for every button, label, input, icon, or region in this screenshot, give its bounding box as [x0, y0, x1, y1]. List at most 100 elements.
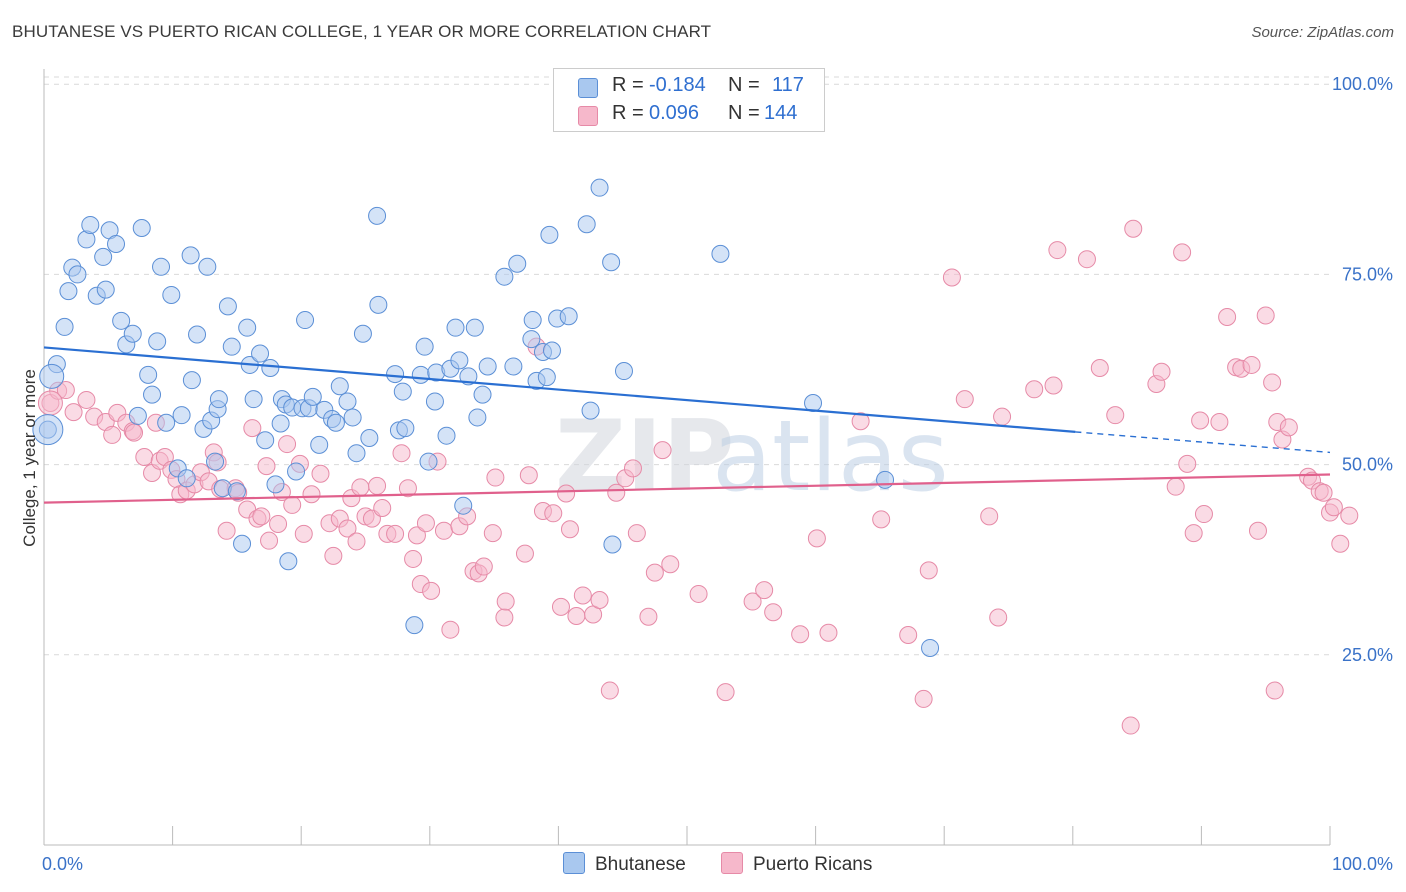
point-bhutanese: [419, 452, 438, 471]
point-puerto-ricans: [627, 524, 646, 543]
point-puerto-ricans: [1077, 250, 1096, 269]
point-bhutanese: [162, 285, 181, 304]
point-bhutanese: [411, 365, 430, 384]
point-bhutanese: [468, 408, 487, 427]
point-bhutanese: [310, 435, 329, 454]
point-puerto-ricans: [386, 524, 405, 543]
legend-n-label: N =: [728, 102, 760, 124]
bottom-legend-label-puerto-ricans: Puerto Ricans: [753, 854, 873, 875]
point-puerto-ricans: [989, 608, 1008, 627]
legend-n-label: N =: [728, 74, 760, 96]
grid-lines: [44, 76, 1330, 656]
point-puerto-ricans: [1106, 406, 1125, 425]
point-bhutanese: [182, 371, 201, 390]
point-bhutanese: [68, 265, 87, 284]
point-bhutanese: [303, 387, 322, 406]
point-bhutanese: [177, 469, 196, 488]
point-bhutanese: [55, 317, 74, 336]
point-bhutanese: [614, 362, 633, 381]
point-bhutanese: [495, 267, 514, 286]
x-tick-label: 0.0%: [42, 854, 83, 874]
point-puerto-ricans: [661, 555, 680, 574]
point-puerto-ricans: [422, 581, 441, 600]
point-bhutanese: [206, 452, 225, 471]
point-puerto-ricans: [1210, 413, 1229, 432]
point-puerto-ricans: [551, 597, 570, 616]
point-bhutanese: [287, 462, 306, 481]
point-bhutanese: [473, 385, 492, 404]
point-puerto-ricans: [1184, 524, 1203, 543]
point-bhutanese: [360, 428, 379, 447]
point-puerto-ricans: [135, 448, 154, 466]
point-puerto-ricans: [819, 623, 838, 642]
point-puerto-ricans-large: [37, 390, 63, 416]
point-puerto-ricans: [1248, 521, 1267, 540]
point-bhutanese: [478, 357, 497, 376]
point-puerto-ricans: [1152, 362, 1171, 381]
point-bhutanese: [107, 234, 126, 253]
point-puerto-ricans: [645, 563, 664, 582]
point-puerto-ricans: [257, 457, 276, 476]
point-bhutanese: [209, 390, 228, 409]
bottom-legend-bhutanese: Bhutanese: [563, 852, 686, 876]
point-bhutanese: [711, 244, 730, 263]
legend-r-value-puerto-ricans: 0.096: [649, 102, 700, 124]
point-bhutanese: [198, 257, 217, 276]
point-bhutanese: [233, 534, 252, 553]
point-puerto-ricans: [351, 478, 370, 497]
y-axis-label: College, 1 year or more: [20, 369, 39, 547]
point-bhutanese: [330, 377, 349, 396]
point-puerto-ricans: [260, 531, 279, 550]
point-puerto-ricans: [1191, 411, 1210, 430]
y-tick-label: 75.0%: [1342, 264, 1393, 284]
point-bhutanese: [271, 414, 290, 433]
point-bhutanese: [152, 257, 171, 276]
point-puerto-ricans: [807, 529, 826, 548]
point-puerto-ricans: [764, 603, 783, 622]
point-puerto-ricans: [557, 484, 576, 503]
point-puerto-ricans: [1279, 418, 1298, 437]
point-puerto-ricans: [324, 546, 343, 565]
point-bhutanese: [326, 413, 345, 432]
point-puerto-ricans: [486, 468, 505, 487]
trend-line-bhutanese-extension: [1075, 431, 1331, 454]
point-puerto-ricans: [1324, 498, 1343, 517]
point-bhutanese: [523, 311, 542, 330]
legend-swatch-bhutanese: [578, 78, 598, 98]
point-puerto-ricans: [623, 459, 642, 478]
point-puerto-ricans: [392, 444, 411, 463]
point-puerto-ricans: [653, 441, 672, 460]
y-tick-label: 25.0%: [1342, 645, 1393, 665]
point-puerto-ricans: [1121, 716, 1140, 735]
point-puerto-ricans: [416, 514, 435, 533]
axes: [43, 69, 1331, 846]
point-bhutanese: [415, 337, 434, 356]
point-puerto-ricans: [590, 591, 609, 610]
point-puerto-ricans: [125, 423, 144, 442]
point-bhutanese: [540, 225, 559, 244]
point-bhutanese: [238, 318, 257, 337]
point-bhutanese: [172, 406, 191, 425]
point-bhutanese: [465, 318, 484, 337]
point-bhutanese: [123, 324, 142, 343]
bottom-legend-puerto-ricans: Puerto Ricans: [721, 852, 872, 876]
point-bhutanese: [602, 253, 621, 272]
point-puerto-ricans: [1025, 380, 1044, 399]
point-puerto-ricans: [103, 425, 122, 444]
chart-title: BHUTANESE VS PUERTO RICAN COLLEGE, 1 YEA…: [12, 22, 712, 41]
point-bhutanese: [450, 351, 469, 370]
point-bhutanese: [559, 307, 578, 326]
point-bhutanese: [446, 318, 465, 337]
point-bhutanese: [522, 330, 541, 349]
point-puerto-ricans: [1166, 477, 1185, 496]
point-puerto-ricans: [743, 592, 762, 611]
point-bhutanese: [343, 408, 362, 427]
bottom-legend-swatch-bhutanese: [563, 852, 585, 874]
point-puerto-ricans: [252, 507, 271, 526]
point-puerto-ricans: [560, 520, 579, 539]
point-bhutanese: [218, 297, 237, 316]
point-puerto-ricans: [1218, 308, 1237, 327]
watermark-zip: ZIP: [555, 400, 734, 514]
point-bhutanese: [405, 616, 424, 635]
point-puerto-ricans: [398, 479, 417, 498]
